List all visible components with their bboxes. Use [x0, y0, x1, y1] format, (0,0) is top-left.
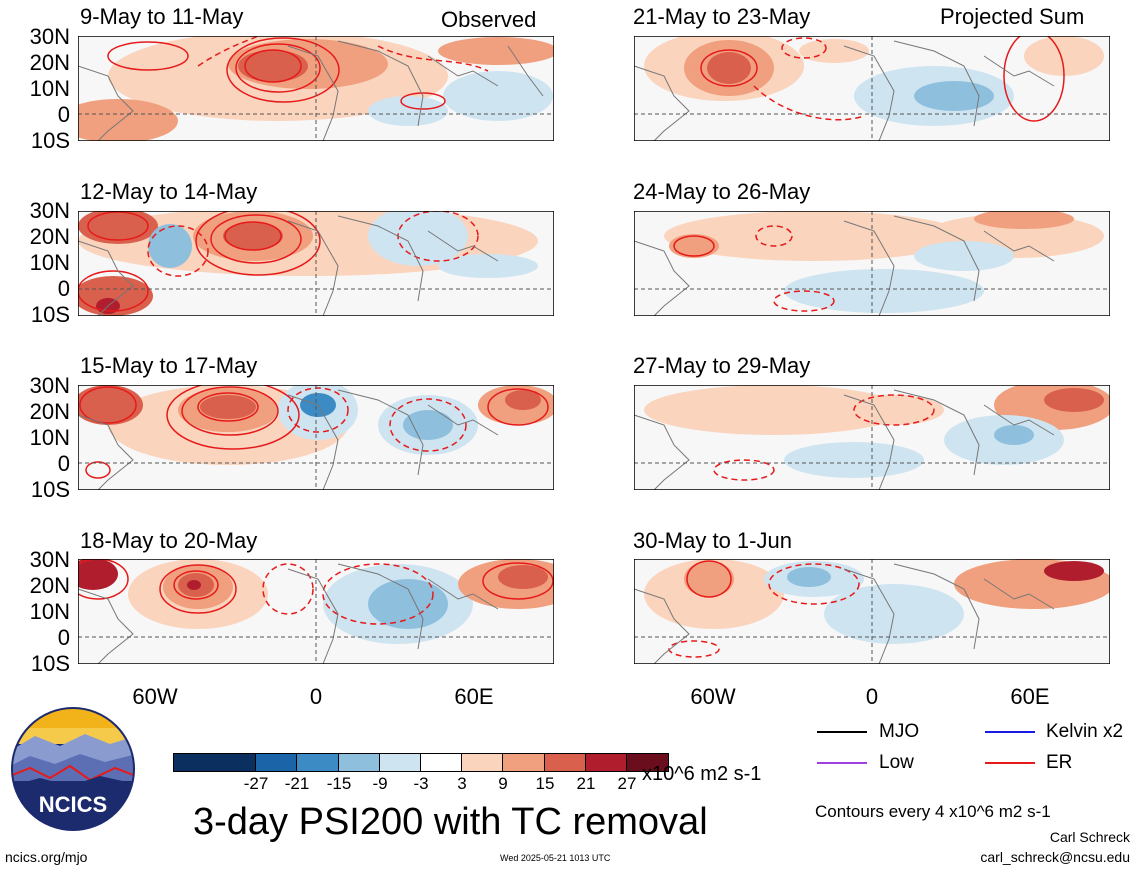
legend-label: ER	[1046, 752, 1073, 773]
colorbar-swatch	[255, 753, 299, 772]
lat-label: 20N	[29, 573, 70, 598]
lat-label: 10N	[29, 599, 70, 624]
lat-label: 30N	[29, 373, 70, 398]
lat-label: 20N	[29, 50, 70, 75]
colorbar-swatch	[378, 753, 422, 772]
lat-label: 10S	[30, 477, 70, 502]
legend-label: Kelvin x2	[1046, 721, 1124, 742]
colorbar-tick: -15	[326, 774, 352, 793]
main-title: 3-day PSI200 with TC removal	[193, 801, 708, 843]
colorbar-swatch	[626, 753, 670, 772]
colorbar-swatch	[502, 753, 546, 772]
map-panel-27-may	[634, 385, 1110, 490]
colorbar-swatch	[337, 753, 381, 772]
lon-label: 60E	[454, 684, 494, 709]
lat-label: 10S	[30, 302, 70, 327]
colorbar-tick: -9	[372, 774, 388, 793]
colorbar-tick: 27	[617, 774, 637, 793]
lon-label: 60E	[1010, 684, 1050, 709]
colorbar-tick: -21	[284, 774, 310, 793]
lat-label: 0	[57, 102, 70, 127]
colorbar-tick: -3	[413, 774, 429, 793]
colorbar-swatch	[173, 753, 257, 772]
map-panel-9-may	[78, 36, 554, 141]
projected-sum-label: Projected Sum	[940, 4, 1085, 29]
panel-title: 27-May to 29-May	[633, 353, 811, 378]
lat-label: 10N	[29, 76, 70, 101]
panel-title: 30-May to 1-Jun	[633, 528, 792, 553]
legend-label: Low	[879, 752, 914, 773]
colorbar-units: x10^6 m2 s-1	[642, 763, 762, 785]
lat-label: 30N	[29, 24, 70, 49]
lat-label: 0	[57, 625, 70, 650]
map-panel-24-may	[634, 211, 1110, 316]
colorbar-swatch	[461, 753, 505, 772]
lat-label: 30N	[29, 547, 70, 572]
legend-line-kelvin	[985, 731, 1035, 733]
author-email[interactable]: carl_schreck@ncsu.edu	[980, 849, 1130, 865]
logo-text: NCICS	[39, 792, 107, 817]
lat-label: 20N	[29, 224, 70, 249]
map-panel-18-may	[78, 559, 554, 664]
colorbar-tick: 3	[457, 774, 467, 793]
lat-label: 0	[57, 276, 70, 301]
map-panel-15-may	[78, 385, 554, 490]
panel-title: 21-May to 23-May	[633, 4, 811, 29]
lat-label: 10N	[29, 425, 70, 450]
panel-title: 9-May to 11-May	[80, 4, 244, 29]
lat-label: 0	[57, 451, 70, 476]
lat-label: 30N	[29, 198, 70, 223]
panel-title: 12-May to 14-May	[80, 179, 258, 204]
lat-label: 10S	[30, 128, 70, 153]
map-panel-21-may	[634, 36, 1110, 141]
lon-label: 60W	[690, 684, 736, 709]
map-panel-30-may	[634, 559, 1110, 664]
panel-title: 15-May to 17-May	[80, 353, 258, 378]
legend-label: MJO	[879, 721, 920, 742]
colorbar-swatch	[543, 753, 587, 772]
legend-line-mjo	[817, 731, 867, 733]
colorbar-tick: 9	[498, 774, 508, 793]
observed-label: Observed	[441, 7, 537, 32]
colorbar-tick: 15	[535, 774, 555, 793]
contour-note: Contours every 4 x10^6 m2 s-1	[815, 802, 1051, 821]
lon-label: 0	[865, 684, 879, 709]
colorbar-tick: 21	[576, 774, 596, 793]
legend-line-low	[817, 762, 867, 764]
map-panel-12-may	[78, 211, 554, 316]
colorbar-swatch	[296, 753, 340, 772]
colorbar-swatch	[420, 753, 464, 772]
legend-line-er	[985, 762, 1035, 764]
panel-title: 24-May to 26-May	[633, 179, 811, 204]
lon-label: 0	[309, 684, 323, 709]
lon-label: 60W	[132, 684, 178, 709]
author-name: Carl Schreck	[1049, 829, 1130, 845]
panel-title: 18-May to 20-May	[80, 528, 258, 553]
lat-label: 10S	[30, 651, 70, 676]
website-link[interactable]: ncics.org/mjo	[5, 849, 88, 865]
lat-label: 20N	[29, 399, 70, 424]
timestamp: Wed 2025-05-21 1013 UTC	[500, 853, 611, 863]
ncics-logo: NCICS	[10, 706, 136, 832]
lat-label: 10N	[29, 250, 70, 275]
colorbar-tick: -27	[243, 774, 269, 793]
colorbar-swatch	[584, 753, 628, 772]
